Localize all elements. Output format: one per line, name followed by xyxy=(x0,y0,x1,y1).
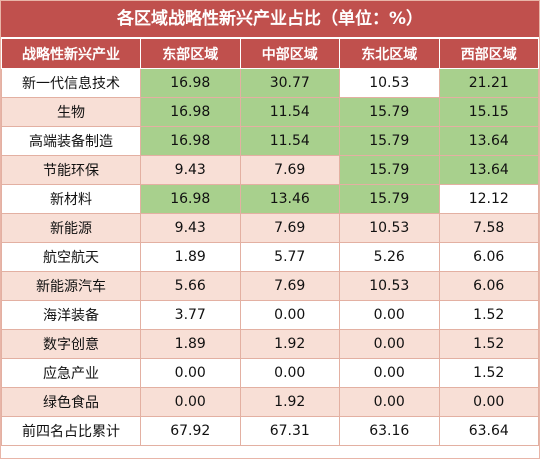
row-value-cell: 9.43 xyxy=(140,213,241,243)
row-value-cell: 67.92 xyxy=(140,416,241,446)
row-value-cell: 9.43 xyxy=(140,155,241,185)
row-industry-name: 节能环保 xyxy=(1,155,141,185)
header-northeast: 东北区域 xyxy=(339,38,440,69)
row-value-cell: 10.53 xyxy=(339,271,440,301)
header-east: 东部区域 xyxy=(140,38,241,69)
row-industry-name: 前四名占比累计 xyxy=(1,416,141,446)
row-value-cell: 6.06 xyxy=(438,242,539,272)
row-value-cell: 1.89 xyxy=(140,329,241,359)
row-value-cell: 67.31 xyxy=(239,416,340,446)
row-value-cell: 0.00 xyxy=(438,387,539,417)
row-value-cell: 15.79 xyxy=(339,97,440,127)
row-value-cell: 11.54 xyxy=(239,97,340,127)
row-value-cell: 6.06 xyxy=(438,271,539,301)
table-row: 海洋装备 3.77 0.00 0.00 1.52 xyxy=(1,300,539,330)
table-row: 数字创意 1.89 1.92 0.00 1.52 xyxy=(1,329,539,359)
row-value-cell: 5.66 xyxy=(140,271,241,301)
header-industry: 战略性新兴产业 xyxy=(1,38,141,69)
row-value-cell: 1.52 xyxy=(438,329,539,359)
row-value-cell: 7.69 xyxy=(239,213,340,243)
row-value-cell: 7.69 xyxy=(239,271,340,301)
row-value-cell: 5.26 xyxy=(339,242,440,272)
row-value-cell: 11.54 xyxy=(239,126,340,156)
row-industry-name: 新能源 xyxy=(1,213,141,243)
row-value-cell: 1.52 xyxy=(438,358,539,388)
table-row: 新一代信息技术 16.98 30.77 10.53 21.21 xyxy=(1,68,539,98)
row-value-cell: 5.77 xyxy=(239,242,340,272)
table-row: 生物 16.98 11.54 15.79 15.15 xyxy=(1,97,539,127)
row-value-cell: 7.69 xyxy=(239,155,340,185)
row-value-cell: 0.00 xyxy=(140,387,241,417)
row-value-cell: 63.16 xyxy=(339,416,440,446)
table-row: 前四名占比累计 67.92 67.31 63.16 63.64 xyxy=(1,416,539,446)
table-row: 应急产业 0.00 0.00 0.00 1.52 xyxy=(1,358,539,388)
row-value-cell: 13.46 xyxy=(239,184,340,214)
row-value-cell: 15.79 xyxy=(339,184,440,214)
row-value-cell: 1.89 xyxy=(140,242,241,272)
row-value-cell: 1.92 xyxy=(239,387,340,417)
row-industry-name: 海洋装备 xyxy=(1,300,141,330)
industry-share-table: 战略性新兴产业 东部区域 中部区域 东北区域 西部区域 新一代信息技术 16.98… xyxy=(1,38,539,446)
row-industry-name: 生物 xyxy=(1,97,141,127)
row-value-cell: 15.15 xyxy=(438,97,539,127)
row-value-cell: 0.00 xyxy=(339,329,440,359)
row-value-cell: 1.52 xyxy=(438,300,539,330)
row-value-cell: 3.77 xyxy=(140,300,241,330)
table-row: 新能源汽车 5.66 7.69 10.53 6.06 xyxy=(1,271,539,301)
row-industry-name: 绿色食品 xyxy=(1,387,141,417)
table-body: 新一代信息技术 16.98 30.77 10.53 21.21 生物 16.98 11.54 1… xyxy=(1,68,539,446)
row-value-cell: 10.53 xyxy=(339,68,440,98)
row-value-cell: 16.98 xyxy=(140,68,241,98)
row-value-cell: 0.00 xyxy=(339,387,440,417)
row-value-cell: 16.98 xyxy=(140,184,241,214)
row-industry-name: 数字创意 xyxy=(1,329,141,359)
row-value-cell: 0.00 xyxy=(339,358,440,388)
row-value-cell: 16.98 xyxy=(140,97,241,127)
row-value-cell: 0.00 xyxy=(239,358,340,388)
row-value-cell: 13.64 xyxy=(438,155,539,185)
row-value-cell: 13.64 xyxy=(438,126,539,156)
row-value-cell: 16.98 xyxy=(140,126,241,156)
row-value-cell: 15.79 xyxy=(339,155,440,185)
row-industry-name: 新材料 xyxy=(1,184,141,214)
row-industry-name: 新能源汽车 xyxy=(1,271,141,301)
header-west: 西部区域 xyxy=(438,38,539,69)
row-value-cell: 7.58 xyxy=(438,213,539,243)
row-value-cell: 12.12 xyxy=(438,184,539,214)
row-value-cell: 0.00 xyxy=(239,300,340,330)
row-industry-name: 高端装备制造 xyxy=(1,126,141,156)
table-row: 高端装备制造 16.98 11.54 15.79 13.64 xyxy=(1,126,539,156)
table-row: 节能环保 9.43 7.69 15.79 13.64 xyxy=(1,155,539,185)
table-title: 各区域战略性新兴产业占比（单位：%） xyxy=(1,1,539,38)
row-value-cell: 0.00 xyxy=(140,358,241,388)
header-central: 中部区域 xyxy=(239,38,340,69)
row-industry-name: 新一代信息技术 xyxy=(1,68,141,98)
table-row: 新材料 16.98 13.46 15.79 12.12 xyxy=(1,184,539,214)
table-row: 绿色食品 0.00 1.92 0.00 0.00 xyxy=(1,387,539,417)
row-value-cell: 30.77 xyxy=(239,68,340,98)
row-value-cell: 63.64 xyxy=(438,416,539,446)
row-value-cell: 15.79 xyxy=(339,126,440,156)
row-industry-name: 应急产业 xyxy=(1,358,141,388)
header-row: 战略性新兴产业 东部区域 中部区域 东北区域 西部区域 xyxy=(1,38,539,69)
row-value-cell: 0.00 xyxy=(339,300,440,330)
table-row: 航空航天 1.89 5.77 5.26 6.06 xyxy=(1,242,539,272)
table-row: 新能源 9.43 7.69 10.53 7.58 xyxy=(1,213,539,243)
row-value-cell: 21.21 xyxy=(438,68,539,98)
row-industry-name: 航空航天 xyxy=(1,242,141,272)
row-value-cell: 10.53 xyxy=(339,213,440,243)
row-value-cell: 1.92 xyxy=(239,329,340,359)
